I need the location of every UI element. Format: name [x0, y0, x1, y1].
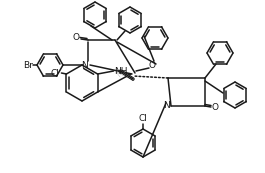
- Text: O: O: [148, 61, 156, 71]
- Text: O: O: [73, 34, 79, 43]
- Text: Br: Br: [23, 61, 33, 70]
- Text: N: N: [82, 61, 88, 70]
- Text: Cl: Cl: [51, 69, 60, 78]
- Text: O: O: [211, 102, 219, 112]
- Text: N: N: [164, 102, 170, 111]
- Text: NH: NH: [114, 66, 128, 75]
- Text: Cl: Cl: [139, 114, 147, 123]
